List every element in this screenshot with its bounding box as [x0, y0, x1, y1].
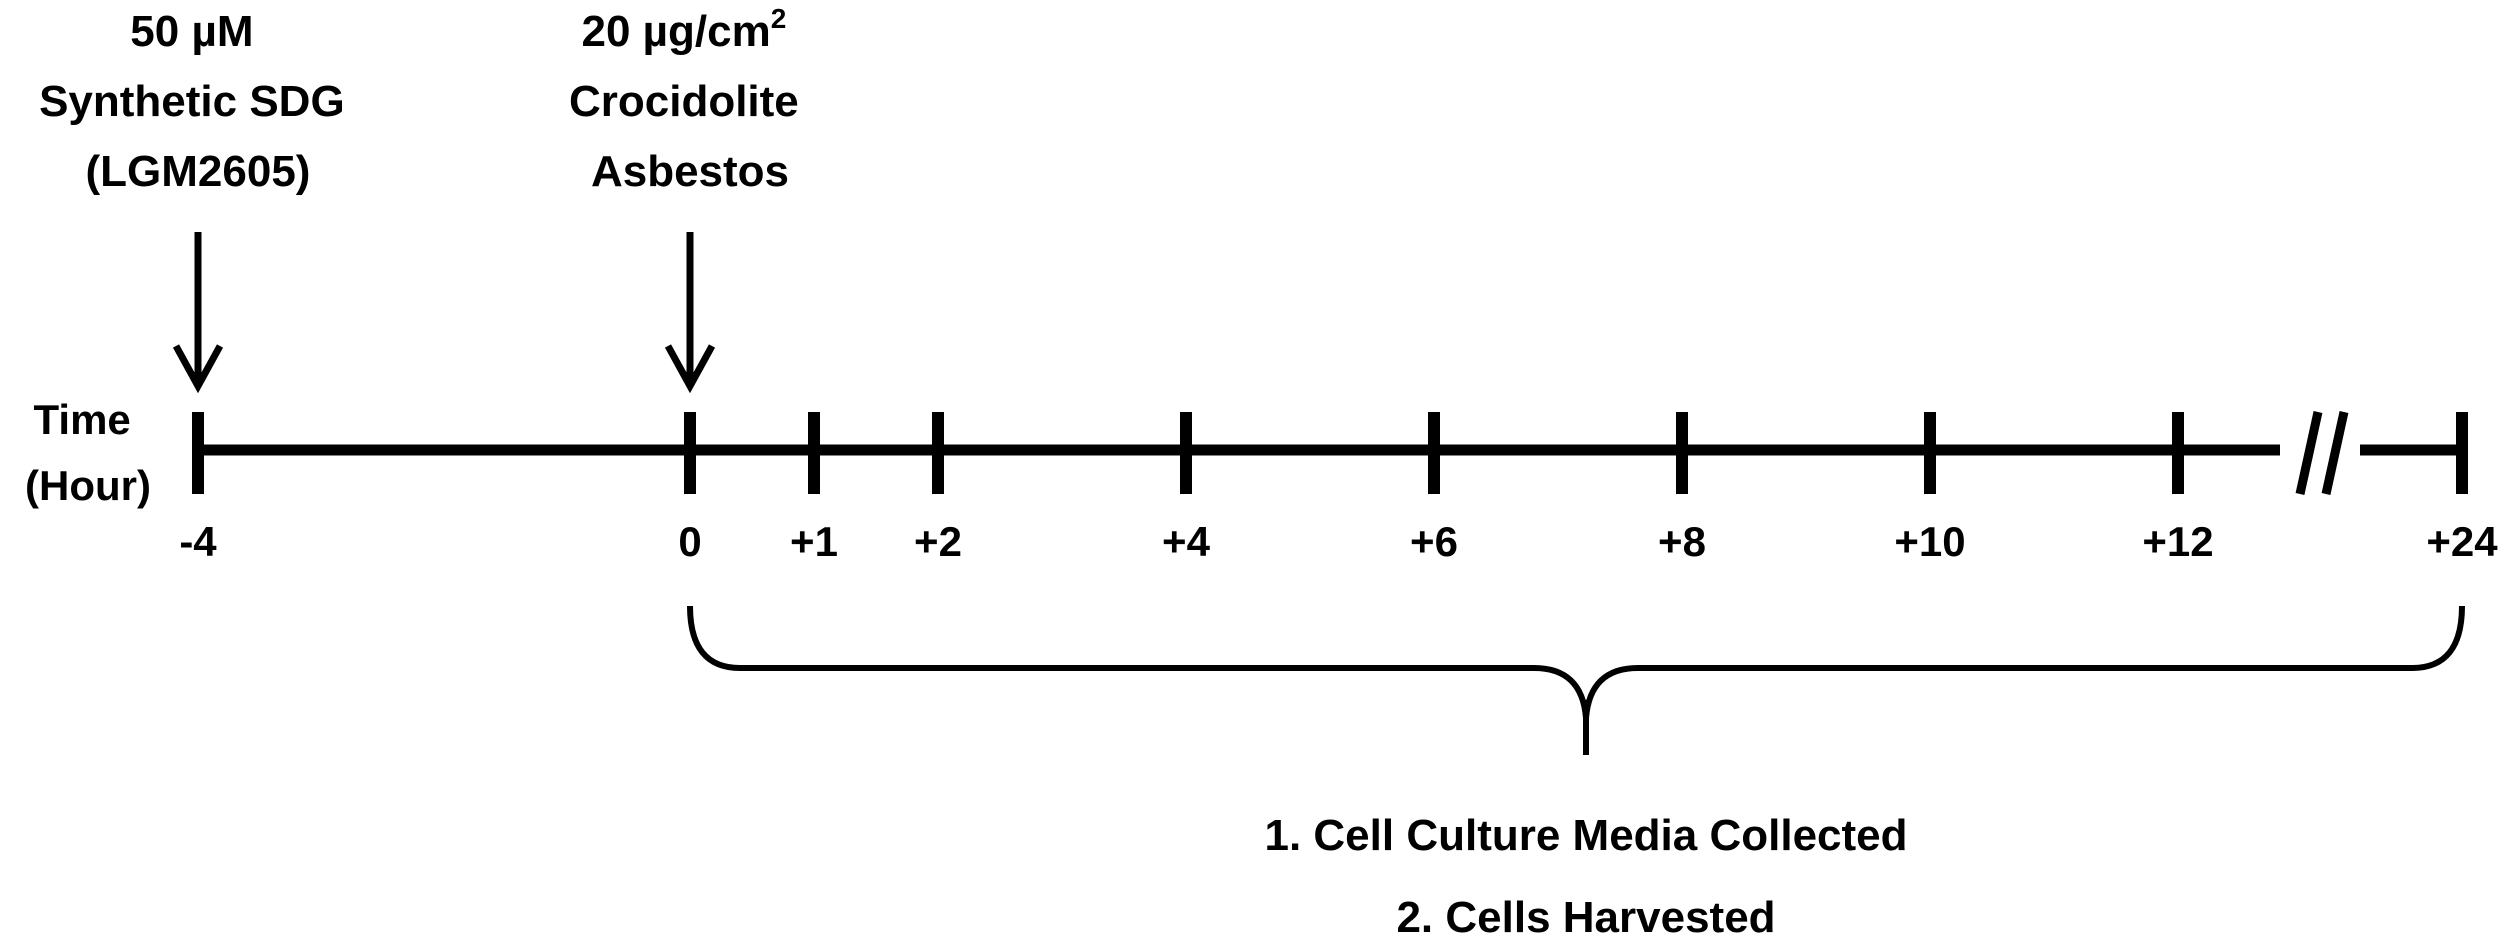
- axis-label: Time (Hour): [25, 396, 151, 509]
- treatment-1-arrow: [172, 232, 224, 394]
- axis-label-line-1: Time: [34, 396, 131, 443]
- collection-brace: [687, 605, 2465, 721]
- tick-label: +4: [1162, 518, 1211, 565]
- treatment-1-line-3: (LGM2605): [86, 147, 311, 196]
- treatment-2-superscript: 2: [771, 3, 787, 34]
- tick-label: +1: [790, 518, 838, 565]
- tick-label: 0: [678, 518, 701, 565]
- treatment-2-label: 20 µg/cm2 Crocidolite Asbestos: [569, 0, 811, 196]
- tick-label: +6: [1410, 518, 1458, 565]
- tick-label: +10: [1894, 518, 1965, 565]
- collection-item-1: 1. Cell Culture Media Collected: [1264, 811, 1907, 860]
- axis-break-icon: [2280, 411, 2360, 495]
- collection-item-2: 2. Cells Harvested: [1396, 893, 1775, 942]
- treatment-1-line-1: 50 µM: [130, 7, 253, 56]
- tick-label: +24: [2426, 518, 2498, 565]
- treatment-1-line-2: Synthetic SDG: [39, 77, 345, 126]
- treatment-2-line-2: Crocidolite: [569, 77, 799, 126]
- tick-label: +2: [914, 518, 962, 565]
- timeline-ticks: -4 0 +1 +2 +4 +6 +8 +10 +12 +24: [179, 412, 2498, 565]
- tick-label: +12: [2142, 518, 2213, 565]
- tick-label: -4: [179, 518, 217, 565]
- treatment-2-arrow: [664, 232, 716, 394]
- treatment-2-line-1: 20 µg/cm2: [581, 3, 786, 56]
- tick-label: +8: [1658, 518, 1706, 565]
- axis-label-line-2: (Hour): [25, 462, 151, 509]
- treatment-1-label: 50 µM Synthetic SDG (LGM2605): [39, 7, 357, 196]
- treatment-2-line-3: Asbestos: [591, 147, 789, 196]
